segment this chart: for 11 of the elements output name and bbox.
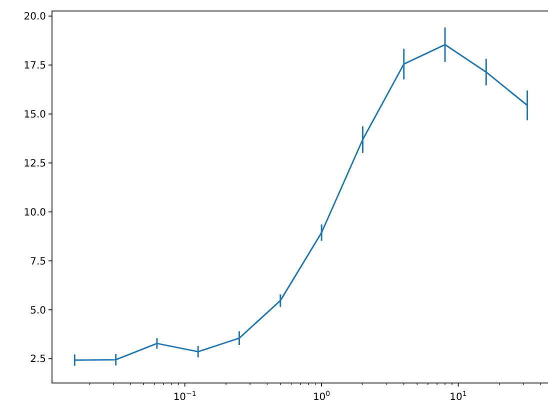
y-tick-label: 10.0: [24, 207, 46, 218]
y-tick-label: 7.5: [30, 256, 46, 268]
y-tick-label: 15.0: [24, 109, 46, 120]
x-tick-label: 10$^{0}$: [312, 390, 330, 403]
y-tick-label: 17.5: [24, 60, 46, 72]
y-tick-label: 5.0: [30, 305, 46, 316]
y-tick-label: 12.5: [24, 158, 46, 170]
y-tick-label: 20.0: [24, 12, 46, 23]
x-tick-label: 10$^{1}$: [450, 390, 467, 403]
y-tick-label: 2.5: [30, 354, 46, 366]
x-tick-label: 10$^{−1}$: [173, 390, 196, 403]
